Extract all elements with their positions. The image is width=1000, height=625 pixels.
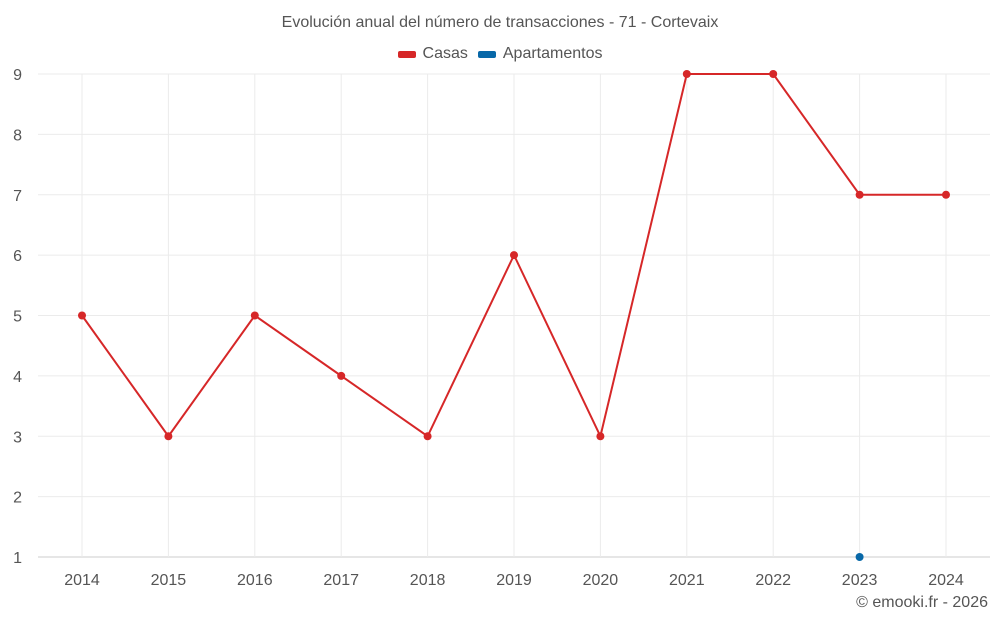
y-tick-label: 5 [13, 309, 22, 326]
x-tick-label: 2015 [151, 572, 187, 589]
y-tick-label: 4 [13, 369, 22, 386]
data-point[interactable] [164, 432, 173, 441]
data-point[interactable] [855, 190, 864, 199]
legend-label-casas: Casas [422, 45, 468, 62]
data-point[interactable] [769, 70, 778, 78]
x-tick-label: 2017 [323, 572, 359, 589]
x-tick-label: 2021 [669, 572, 705, 589]
apartamentos-swatch-icon [477, 50, 496, 58]
data-point[interactable] [510, 251, 518, 260]
x-tick-label: 2020 [583, 572, 619, 589]
y-tick-label: 1 [13, 550, 22, 567]
data-point[interactable] [250, 311, 259, 320]
data-point[interactable] [682, 70, 691, 78]
credit: © emooki.fr - 2026 [856, 594, 988, 611]
y-tick-label: 2 [13, 490, 22, 507]
casas-swatch-icon [397, 50, 416, 58]
legend: Casas Apartamentos [0, 45, 1000, 63]
chart-title: Evolución anual del número de transaccio… [281, 14, 719, 31]
x-tick-label: 2014 [64, 572, 100, 589]
y-tick-label: 6 [13, 248, 22, 265]
x-tick-label: 2016 [237, 572, 273, 589]
data-point[interactable] [337, 371, 346, 380]
legend-item-apartamentos[interactable]: Apartamentos [477, 45, 603, 63]
x-tick-label: 2022 [755, 572, 791, 589]
x-tick-label: 2018 [410, 572, 446, 589]
y-tick-label: 9 [13, 67, 22, 84]
x-tick-label: 2019 [496, 572, 532, 589]
legend-item-casas[interactable]: Casas [397, 45, 468, 63]
x-tick-label: 2024 [928, 572, 964, 589]
data-point[interactable] [942, 190, 950, 199]
y-tick-label: 8 [13, 127, 22, 144]
data-point[interactable] [596, 432, 605, 441]
y-tick-label: 7 [13, 188, 22, 205]
data-point[interactable] [423, 432, 432, 441]
legend-label-apartamentos: Apartamentos [502, 45, 603, 62]
y-tick-label: 3 [13, 429, 22, 446]
data-point[interactable] [78, 311, 86, 320]
x-tick-label: 2023 [842, 572, 878, 589]
data-point[interactable] [855, 553, 864, 561]
